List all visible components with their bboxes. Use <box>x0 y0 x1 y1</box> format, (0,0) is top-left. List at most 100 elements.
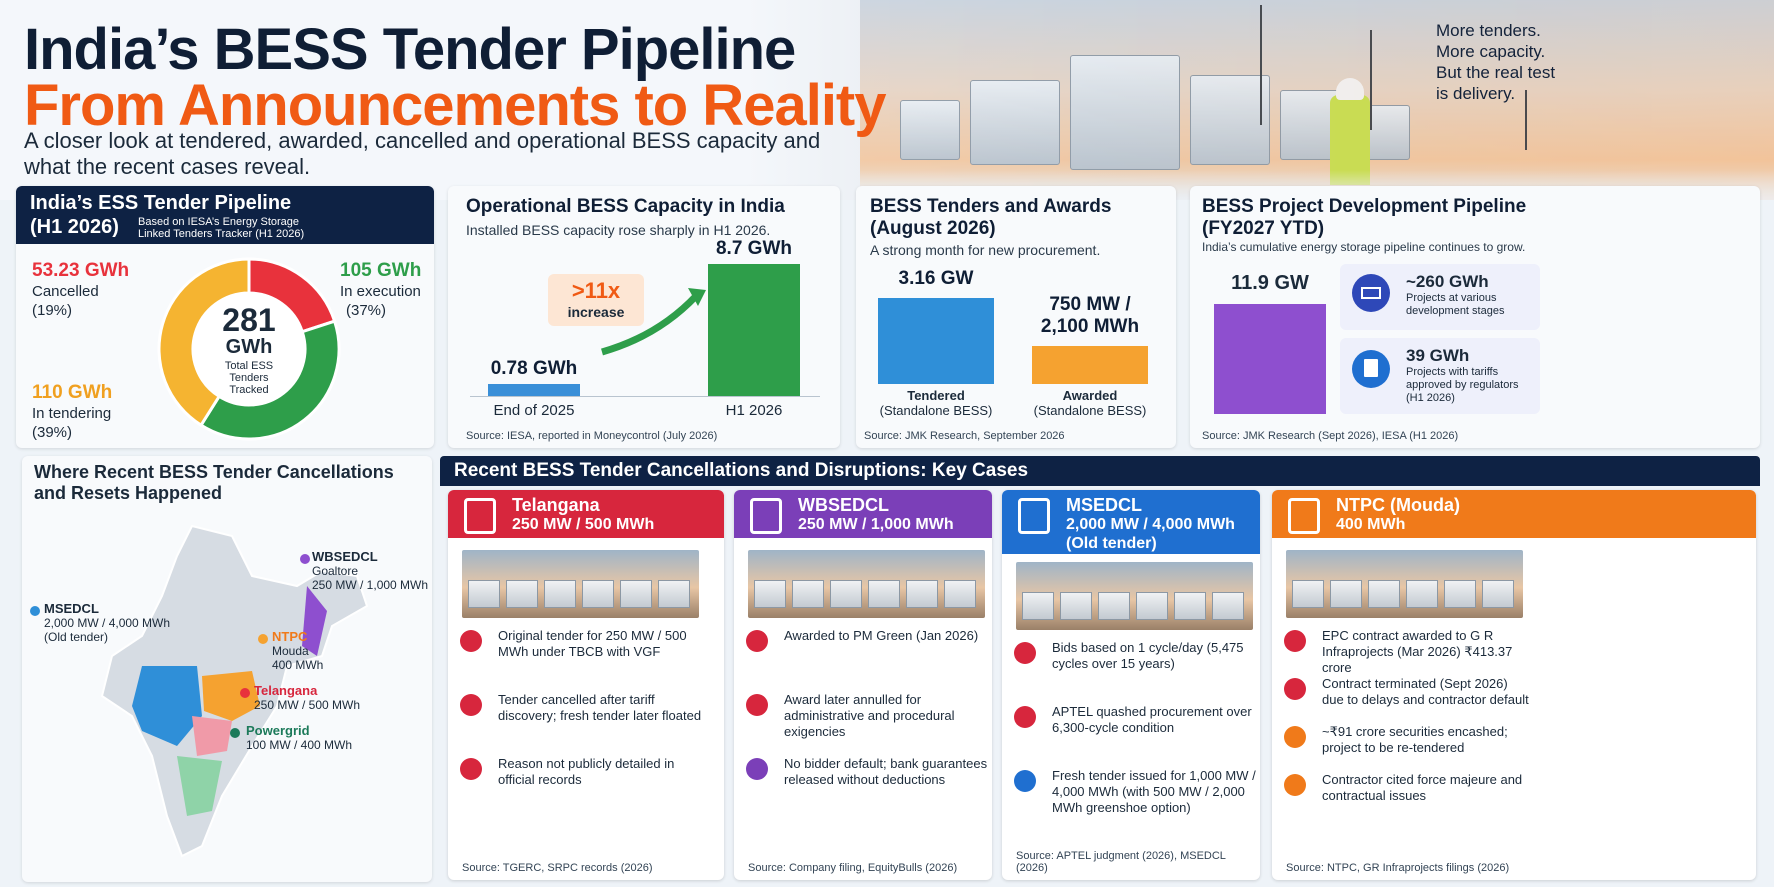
battery-container <box>1136 592 1168 620</box>
region-powergrid <box>177 756 222 816</box>
case-row-text: Contractor cited force majeure and contr… <box>1322 772 1523 803</box>
awards-value-line: 750 MW / <box>1049 294 1131 315</box>
battery-container <box>906 580 938 608</box>
case-header: NTPC (Mouda) 400 MWh <box>1272 490 1756 538</box>
case-row-text: Award later annulled for administrative … <box>784 692 955 739</box>
battery-container <box>970 80 1060 165</box>
case-card: Telangana 250 MW / 500 MWh Original tender… <box>448 490 724 880</box>
case-row: Awarded to PM Green (Jan 2026) <box>746 628 991 688</box>
case-card: MSEDCL 2,000 MW / 4,000 MWh (Old tender) Bi… <box>1002 490 1260 880</box>
case-capacity: 250 MW / 500 MWh <box>512 516 655 533</box>
map-marker-telangana <box>240 688 250 698</box>
solar-panel-glyph <box>1361 287 1381 299</box>
map-label-line: 2,000 MW / 4,000 MWh <box>44 616 171 630</box>
region-wbsedcl <box>302 586 327 656</box>
case-row: Contract terminated (Sept 2026) due to d… <box>1284 676 1529 720</box>
case-capacity: 400 MWh <box>1336 516 1406 533</box>
operational-bar <box>488 384 580 396</box>
region-ntpc <box>202 671 260 721</box>
battery-container <box>620 580 652 608</box>
case-photo <box>462 550 699 618</box>
case-row-text: EPC contract awarded to G R Infraproject… <box>1322 628 1513 675</box>
map-label-line: (Old tender) <box>44 630 109 644</box>
cancel-icon <box>1014 706 1036 728</box>
battery-container <box>1406 580 1438 608</box>
case-row: Tender cancelled after tariff discovery;… <box>460 692 705 752</box>
growth-badge: >11x increase <box>548 274 644 326</box>
segment-value: 110 GWh <box>32 382 113 403</box>
battery-container <box>506 580 538 608</box>
case-row: APTEL quashed procurement over 6,300-cyc… <box>1014 704 1259 764</box>
operational-bar-label: End of 2025 <box>493 402 575 419</box>
operational-subtitle: Installed BESS capacity rose sharply in … <box>466 222 771 238</box>
awards-label-line: Tendered <box>907 388 965 403</box>
battery-container <box>792 580 824 608</box>
people-icon <box>746 758 768 780</box>
page-subtitle: A closer look at tendered, awarded, canc… <box>24 128 821 179</box>
document-icon <box>746 630 768 652</box>
segment-label: In execution <box>340 283 421 300</box>
awards-bar <box>1032 346 1148 384</box>
hero-banner: India’s BESS Tender Pipeline From Announ… <box>0 0 1774 200</box>
segment-label: Cancelled <box>32 283 99 300</box>
battery-container <box>658 580 690 608</box>
case-row-text: Contract terminated (Sept 2026) due to d… <box>1322 676 1529 707</box>
awards-bar-label: Awarded (Standalone BESS) <box>1018 388 1162 418</box>
document-icon <box>750 498 782 534</box>
development-item: ~260 GWh Projects at various development… <box>1340 264 1540 330</box>
battery-container <box>1444 580 1476 608</box>
solar-panel-icon <box>1352 274 1390 312</box>
operational-bar-value: 0.78 GWh <box>490 358 578 380</box>
donut-label: Total ESS Tenders Tracked <box>224 360 274 396</box>
development-bar <box>1214 304 1326 414</box>
operational-source: Source: IESA, reported in Moneycontrol (… <box>466 430 718 442</box>
map-label-name: WBSEDCL <box>312 549 378 564</box>
case-card: NTPC (Mouda) 400 MWh EPC contract awarded … <box>1272 490 1756 880</box>
map-label-line: Mouda <box>272 644 309 658</box>
cases-title: Recent BESS Tender Cancellations and Dis… <box>454 460 1029 481</box>
case-row-text: Original tender for 250 MW / 500 MWh und… <box>498 628 687 659</box>
cases-header: Recent BESS Tender Cancellations and Dis… <box>440 456 1760 486</box>
battery-container <box>1212 592 1244 620</box>
case-row: Bids based on 1 cycle/day (5,475 cycles … <box>1014 640 1259 700</box>
battery-container <box>1292 580 1324 608</box>
map-label-telangana: Telangana 250 MW / 500 MWh <box>254 684 360 713</box>
awards-bar-value: 750 MW /2,100 MWh <box>1022 294 1158 338</box>
map-marker-msedcl <box>30 606 40 616</box>
development-item-label: Projects with tariffs approved by regula… <box>1406 366 1519 404</box>
case-row: Award later annulled for administrative … <box>746 692 991 752</box>
document-icon <box>1352 350 1390 388</box>
awards-label-line: (Standalone BESS) <box>1033 403 1147 418</box>
case-source: Source: TGERC, SRPC records (2026) <box>462 862 653 874</box>
operational-title: Operational BESS Capacity in India <box>466 196 785 217</box>
case-photo <box>1016 562 1253 630</box>
case-row: Original tender for 250 MW / 500 MWh und… <box>460 628 705 688</box>
case-row-text: APTEL quashed procurement over 6,300-cyc… <box>1052 704 1252 735</box>
segment-label-cancelled: 53.23 GWh Cancelled (19%) <box>32 260 129 320</box>
battery-container <box>1482 580 1514 608</box>
donut-unit: GWh <box>225 336 273 358</box>
case-row-text: Tender cancelled after tariff discovery;… <box>498 692 702 723</box>
battery-container <box>544 580 576 608</box>
map-label-wbsedcl: WBSEDCL Goaltore 250 MW / 1,000 MWh <box>312 549 429 593</box>
document-icon <box>1284 630 1306 652</box>
segment-value: 53.23 GWh <box>32 260 130 281</box>
case-row-text: Awarded to PM Green (Jan 2026) <box>784 628 979 643</box>
case-row: EPC contract awarded to G R Infraproject… <box>1284 628 1529 675</box>
awards-period: (August 2026) <box>870 218 996 239</box>
battery-container <box>1174 592 1206 620</box>
pipeline-title: India’s ESS Tender Pipeline <box>30 192 292 214</box>
battery-container <box>1060 592 1092 620</box>
tagline: More tenders. More capacity. But the rea… <box>1436 20 1756 104</box>
battery-container <box>1190 75 1270 165</box>
development-item-value: ~260 GWh <box>1406 272 1489 291</box>
donut-total: 281 <box>222 302 276 338</box>
awards-title: BESS Tenders and Awards <box>870 196 1112 217</box>
transmission-tower <box>1370 30 1372 130</box>
cancel-icon <box>746 694 768 716</box>
map-label-line: 100 MW / 400 MWh <box>246 738 353 752</box>
tagline-line: is delivery. <box>1436 84 1516 103</box>
map-label-line: 250 MW / 1,000 MWh <box>312 578 429 592</box>
document-icon <box>460 630 482 652</box>
transmission-tower <box>1525 90 1527 150</box>
